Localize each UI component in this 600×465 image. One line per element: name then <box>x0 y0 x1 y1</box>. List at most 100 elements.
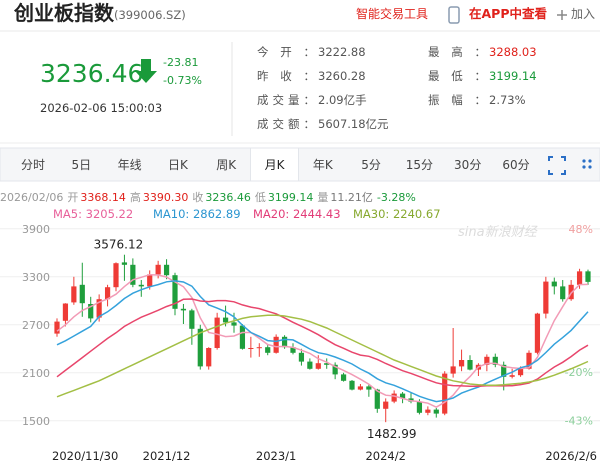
candle-body <box>104 287 111 300</box>
tab[interactable]: 30分 <box>454 158 481 172</box>
candle-body <box>130 264 136 285</box>
fullscreen-icon[interactable] <box>548 156 566 175</box>
tab[interactable]: 日K <box>168 158 189 172</box>
watermark: sina新浪财经 <box>458 224 539 240</box>
trade-tool-link[interactable]: 智能交易工具 <box>356 6 428 21</box>
ma-line <box>56 273 589 409</box>
y2-tick-label: -43% <box>565 415 593 428</box>
phone-icon <box>448 6 460 24</box>
candle-body <box>265 347 271 353</box>
candle-body <box>273 336 279 353</box>
active-tab <box>250 147 299 182</box>
candle-body <box>298 352 305 362</box>
candle-body <box>180 308 187 311</box>
y-tick-label: 2100 <box>22 367 50 380</box>
low-annotation: 1482.99 <box>367 427 417 441</box>
candle-body <box>324 363 330 365</box>
stat-value: 2.73% <box>489 93 526 107</box>
tab[interactable]: 60分 <box>502 158 529 172</box>
app-link[interactable]: 在APP中查看 <box>469 6 547 21</box>
stat-value: 3222.88 <box>318 45 366 59</box>
x-tick-label: 2021/12 <box>143 449 191 463</box>
plus-icon <box>557 10 567 20</box>
price: 3236.46 <box>40 59 143 88</box>
tab[interactable]: 月K <box>265 158 286 172</box>
info-bar: 2026/02/06 开 3368.14 高 3390.30 收 3236.46 低 3199.… <box>0 190 416 204</box>
candle-body <box>450 366 456 374</box>
info-value: 3236.46 <box>205 191 251 204</box>
ma-line <box>56 298 589 388</box>
page-title: 创业板指数 <box>13 1 115 25</box>
stock-code: (399006.SZ) <box>114 8 186 22</box>
dot <box>588 159 592 163</box>
candle-body <box>189 310 195 329</box>
stat-label: 最低： <box>428 69 486 83</box>
candle-body <box>425 409 431 413</box>
y-tick-label: 3900 <box>22 223 50 236</box>
info-value: 11.21亿 <box>330 191 373 204</box>
candle-body <box>239 325 246 349</box>
candle-body <box>366 386 372 390</box>
candle-body <box>231 322 237 326</box>
stat-label: 成交额： <box>257 117 315 131</box>
candle-body <box>526 352 532 369</box>
info-value: 3390.30 <box>143 191 189 204</box>
candle-body <box>281 336 288 348</box>
x-tick-label: 2023/1 <box>256 449 296 463</box>
ma-line <box>56 280 589 403</box>
tab[interactable]: 5分 <box>361 158 381 172</box>
info-value: 3368.14 <box>80 191 126 204</box>
candle-body <box>256 347 262 349</box>
dot <box>588 165 592 169</box>
add-link[interactable]: 加入 <box>571 7 595 21</box>
candle-body <box>399 393 406 399</box>
tab[interactable]: 年线 <box>118 158 142 172</box>
tab[interactable]: 15分 <box>406 158 433 172</box>
info-label: 开 <box>67 191 78 204</box>
stat-value: 5607.18亿元 <box>318 117 389 131</box>
candle-body <box>585 271 591 282</box>
stat-label: 成交量： <box>257 93 315 107</box>
candle-body <box>492 356 498 365</box>
candle-body <box>155 264 161 275</box>
tab[interactable]: 分时 <box>21 158 45 172</box>
stat-label: 振幅： <box>428 93 486 107</box>
y2-tick-label: 48% <box>569 223 593 236</box>
x-tick-label: 2024/2 <box>365 449 405 463</box>
legend-entry: MA5: 3205.22 <box>53 207 133 221</box>
candle-body <box>560 286 566 300</box>
y2-tick-label: -20% <box>565 366 593 379</box>
info-label: 收 <box>192 190 203 204</box>
candle-body <box>416 401 423 413</box>
candle-body <box>307 361 313 369</box>
candle-body <box>96 299 102 318</box>
tab[interactable]: 5日 <box>71 158 91 172</box>
candle-body <box>121 262 128 265</box>
candle-body <box>374 389 380 409</box>
candle-body <box>147 274 153 287</box>
candle-body <box>172 275 178 309</box>
candle-body <box>71 286 77 303</box>
stat-label: 今开： <box>257 45 315 59</box>
legend-entry: MA10: 2862.89 <box>153 207 241 221</box>
high-annotation: 3576.12 <box>94 238 144 252</box>
tab[interactable]: 年K <box>313 158 334 172</box>
tab[interactable]: 周K <box>216 158 237 172</box>
more-icon[interactable] <box>582 159 592 169</box>
candle-body <box>54 321 60 334</box>
candle-body <box>349 380 355 390</box>
candle-body <box>290 347 296 353</box>
candle-body <box>534 313 541 353</box>
candle-body <box>501 364 507 377</box>
candle-body <box>113 263 119 288</box>
price-change: -23.81 <box>163 56 198 69</box>
candle-body <box>408 398 414 402</box>
dot <box>582 165 586 169</box>
candle-body <box>62 303 69 321</box>
info-label: 量 <box>317 191 328 204</box>
candle-body <box>543 281 549 314</box>
stat-value: 2.09亿手 <box>318 93 367 107</box>
candle-body <box>214 317 220 348</box>
candle-body <box>248 348 254 349</box>
candle-body <box>551 281 557 287</box>
